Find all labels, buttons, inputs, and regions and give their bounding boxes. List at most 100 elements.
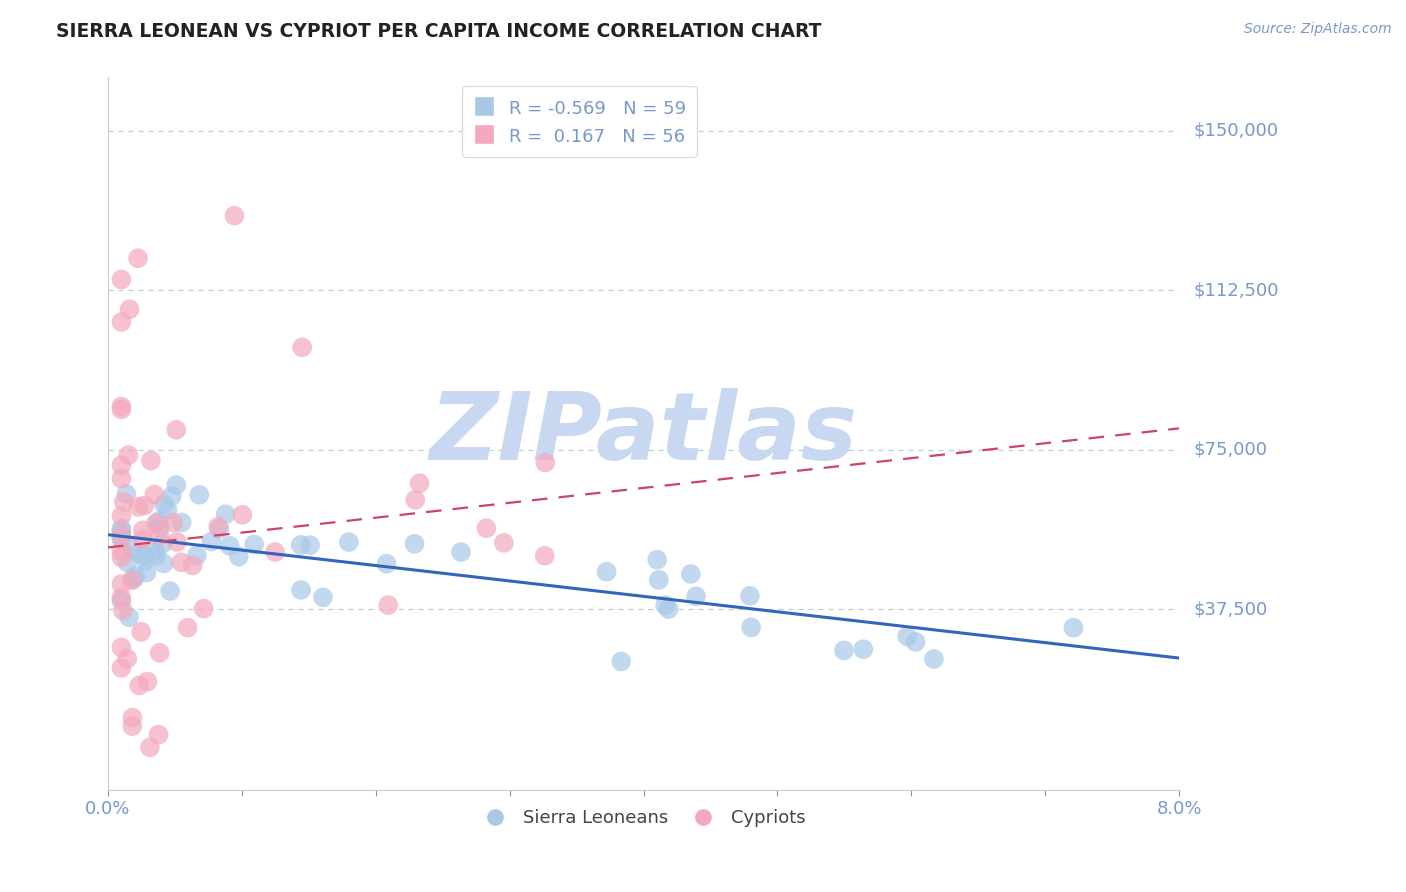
Point [231,508,253,522]
Point [165,423,187,437]
Point [110,577,132,591]
Point [110,524,132,539]
Point [110,272,132,286]
Point [290,582,312,597]
Point [193,601,215,615]
Point [134,548,156,562]
Point [679,566,702,581]
Point [111,603,134,617]
Point [610,654,633,668]
Point [654,599,676,613]
Point [124,569,146,583]
Point [159,584,181,599]
Point [117,448,139,462]
Point [176,621,198,635]
Point [150,537,173,551]
Point [533,549,555,563]
Point [118,610,141,624]
Point [121,574,143,588]
Point [118,302,141,317]
Point [218,539,240,553]
Text: $37,500: $37,500 [1194,600,1267,618]
Point [922,652,945,666]
Point [110,550,132,565]
Point [1062,621,1084,635]
Point [685,590,707,604]
Point [156,503,179,517]
Point [110,593,132,607]
Point [145,516,167,531]
Point [645,552,668,566]
Point [224,209,246,223]
Point [110,531,132,545]
Point [188,488,211,502]
Point [337,535,360,549]
Point [166,535,188,549]
Point [377,598,399,612]
Point [657,602,679,616]
Point [740,620,762,634]
Text: $150,000: $150,000 [1194,121,1278,140]
Point [132,523,155,537]
Point [648,573,671,587]
Point [110,400,132,414]
Point [110,472,132,486]
Point [110,522,132,536]
Point [117,555,139,569]
Point [153,497,176,511]
Point [136,674,159,689]
Point [152,557,174,571]
Point [149,646,172,660]
Point [131,532,153,546]
Point [896,629,918,643]
Point [127,251,149,265]
Point [128,678,150,692]
Point [148,515,170,529]
Point [110,532,132,546]
Point [186,549,208,563]
Point [134,554,156,568]
Point [110,315,132,329]
Text: Source: ZipAtlas.com: Source: ZipAtlas.com [1244,22,1392,37]
Text: ZIPatlas: ZIPatlas [429,388,858,480]
Point [110,591,132,605]
Point [112,495,135,509]
Point [149,520,172,534]
Point [110,661,132,675]
Point [243,537,266,551]
Point [832,643,855,657]
Point [290,538,312,552]
Point [143,487,166,501]
Point [208,522,231,536]
Point [312,591,335,605]
Point [170,516,193,530]
Point [404,492,426,507]
Point [127,546,149,560]
Point [115,651,138,665]
Point [170,555,193,569]
Point [143,543,166,558]
Point [852,642,875,657]
Point [904,635,927,649]
Point [160,489,183,503]
Point [110,458,132,472]
Text: $112,500: $112,500 [1194,281,1278,299]
Point [450,545,472,559]
Point [264,545,287,559]
Point [145,548,167,562]
Point [299,538,322,552]
Point [534,455,557,469]
Point [122,572,145,586]
Point [738,589,761,603]
Point [228,549,250,564]
Text: SIERRA LEONEAN VS CYPRIOT PER CAPITA INCOME CORRELATION CHART: SIERRA LEONEAN VS CYPRIOT PER CAPITA INC… [56,22,821,41]
Point [135,566,157,580]
Point [375,557,398,571]
Point [200,534,222,549]
Point [139,453,162,467]
Point [207,519,229,533]
Point [110,640,132,655]
Point [408,476,430,491]
Point [127,500,149,514]
Point [148,728,170,742]
